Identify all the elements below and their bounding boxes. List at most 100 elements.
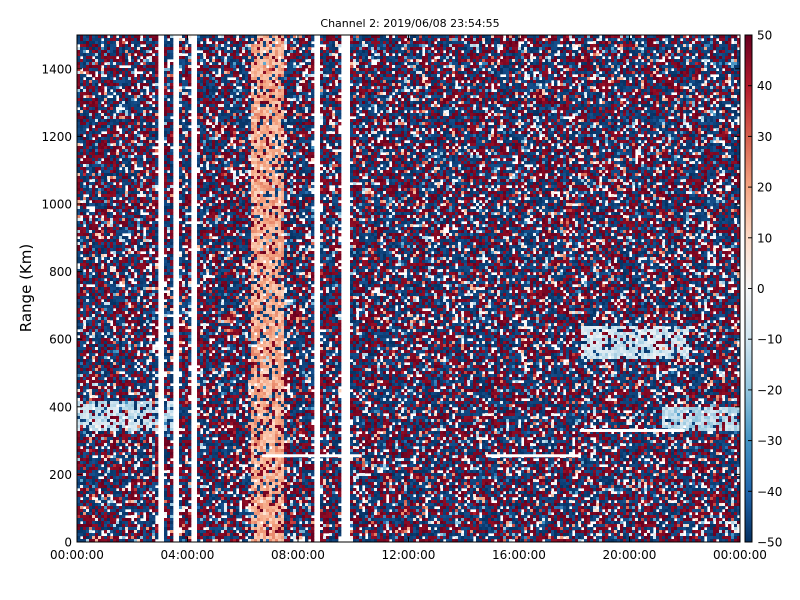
heatmap-cell: [107, 68, 110, 71]
heatmap-cell: [101, 266, 104, 269]
heatmap-cell: [89, 170, 92, 173]
heatmap-cell: [107, 221, 110, 224]
heatmap-cell: [92, 338, 95, 341]
heatmap-cell: [128, 296, 131, 299]
heatmap-cell: [113, 299, 116, 302]
heatmap-cell: [140, 197, 143, 200]
heatmap-cell: [92, 110, 95, 113]
heatmap-cell: [101, 449, 104, 452]
heatmap-cell: [83, 266, 86, 269]
heatmap-cell: [143, 509, 146, 512]
heatmap-cell: [80, 449, 83, 452]
heatmap-cell: [131, 203, 134, 206]
heatmap-cell: [116, 515, 119, 518]
heatmap-cell: [125, 338, 128, 341]
heatmap-cell: [149, 452, 152, 455]
heatmap-cell: [164, 35, 167, 38]
heatmap-cell: [128, 113, 131, 116]
heatmap-cell: [92, 107, 95, 110]
heatmap-cell: [113, 296, 116, 299]
heatmap-cell: [89, 260, 92, 263]
heatmap-cell: [116, 107, 119, 110]
heatmap-cell: [98, 434, 101, 437]
heatmap-cell: [104, 314, 107, 317]
heatmap-cell: [179, 197, 182, 200]
heatmap-cell: [182, 65, 185, 68]
heatmap-cell: [140, 392, 143, 395]
heatmap-cell: [149, 86, 152, 89]
heatmap-cell: [134, 488, 137, 491]
heatmap-cell: [134, 500, 137, 503]
heatmap-cell: [98, 458, 101, 461]
heatmap-cell: [140, 206, 143, 209]
heatmap-cell: [152, 359, 155, 362]
heatmap-cell: [95, 44, 98, 47]
heatmap-cell: [77, 419, 80, 422]
heatmap-cell: [101, 233, 104, 236]
heatmap-cell: [104, 284, 107, 287]
heatmap-cell: [149, 482, 152, 485]
heatmap-cell: [179, 479, 182, 482]
heatmap-cell: [170, 80, 173, 83]
heatmap-cell: [152, 320, 155, 323]
heatmap-cell: [77, 62, 80, 65]
heatmap-cell: [101, 71, 104, 74]
heatmap-cell: [134, 464, 137, 467]
heatmap-cell: [131, 365, 134, 368]
heatmap-cell: [146, 38, 149, 41]
heatmap-cell: [107, 176, 110, 179]
heatmap-cell: [122, 461, 125, 464]
heatmap-cell: [89, 464, 92, 467]
heatmap-cell: [86, 266, 89, 269]
heatmap-cell: [155, 107, 158, 110]
heatmap-cell: [152, 317, 155, 320]
heatmap-cell: [113, 482, 116, 485]
heatmap-cell: [170, 35, 173, 38]
heatmap-cell: [149, 524, 152, 527]
heatmap-cell: [80, 128, 83, 131]
heatmap-cell: [101, 107, 104, 110]
heatmap-cell: [80, 416, 83, 419]
heatmap-cell: [89, 536, 92, 539]
heatmap-cell: [182, 68, 185, 71]
heatmap-cell: [77, 251, 80, 254]
heatmap-cell: [92, 233, 95, 236]
heatmap-cell: [146, 503, 149, 506]
heatmap-cell: [140, 245, 143, 248]
heatmap-cell: [86, 224, 89, 227]
heatmap-cell: [92, 92, 95, 95]
heatmap-cell: [89, 356, 92, 359]
heatmap-cell: [140, 116, 143, 119]
heatmap-cell: [140, 407, 143, 410]
heatmap-cell: [143, 101, 146, 104]
heatmap-cell: [110, 416, 113, 419]
heatmap-cell: [110, 182, 113, 185]
heatmap-cell: [86, 197, 89, 200]
heatmap-cell: [146, 413, 149, 416]
heatmap-cell: [182, 257, 185, 260]
heatmap-cell: [98, 359, 101, 362]
heatmap-cell: [131, 527, 134, 530]
heatmap-cell: [110, 170, 113, 173]
heatmap-cell: [92, 86, 95, 89]
heatmap-cell: [131, 311, 134, 314]
heatmap-cell: [164, 491, 167, 494]
heatmap-cell: [119, 266, 122, 269]
heatmap-cell: [128, 44, 131, 47]
heatmap-cell: [86, 296, 89, 299]
heatmap-cell: [155, 194, 158, 197]
heatmap-cell: [83, 206, 86, 209]
heatmap-cell: [155, 224, 158, 227]
heatmap-cell: [107, 41, 110, 44]
heatmap-cell: [77, 476, 80, 479]
heatmap-cell: [134, 35, 137, 38]
heatmap-cell: [104, 383, 107, 386]
heatmap-cell: [107, 206, 110, 209]
heatmap-cell: [92, 503, 95, 506]
heatmap-cell: [86, 446, 89, 449]
heatmap-cell: [113, 104, 116, 107]
heatmap-cell: [128, 164, 131, 167]
heatmap-cell: [170, 500, 173, 503]
heatmap-cell: [86, 407, 89, 410]
heatmap-cell: [80, 353, 83, 356]
